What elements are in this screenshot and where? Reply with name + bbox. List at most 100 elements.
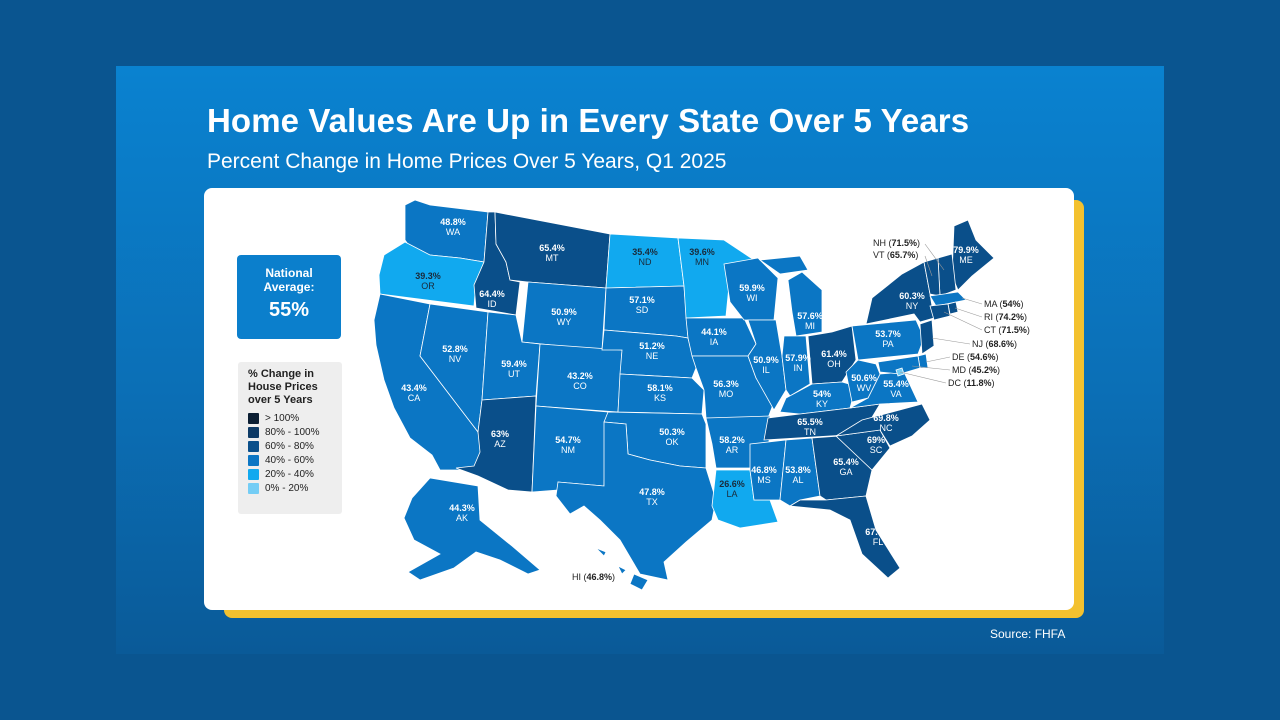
state-label-sd: 57.1% SD xyxy=(629,295,655,315)
legend-label: 0% - 20% xyxy=(265,483,309,494)
state-abbr: LA xyxy=(726,489,737,499)
state-abbr: HI ( xyxy=(572,572,587,582)
state-label-ia: 44.1% IA xyxy=(701,327,727,347)
state-label-va: 55.4% VA xyxy=(883,379,909,399)
legend-swatch xyxy=(248,441,259,452)
state-label-mn: 39.6% MN xyxy=(689,247,715,267)
state-abbr: IN xyxy=(794,363,803,373)
state-abbr: MT xyxy=(546,253,559,263)
state-label-nh: NH (71.5%) xyxy=(873,238,920,248)
state-label-ks: 58.1% KS xyxy=(647,383,673,403)
paren-close: ) xyxy=(1021,299,1024,309)
state-label-ok: 50.3% OK xyxy=(659,427,685,447)
state-label-nm: 54.7% NM xyxy=(555,435,581,455)
state-abbr: GA xyxy=(839,467,852,477)
state-pct: 54.6% xyxy=(970,352,996,362)
state-abbr: VT ( xyxy=(873,250,890,260)
state-abbr: KY xyxy=(816,399,828,409)
state-pct: 44.3% xyxy=(449,503,475,513)
state-pct: 65.7% xyxy=(890,250,916,260)
state-label-wv: 50.6% WV xyxy=(851,373,877,393)
state-abbr: AL xyxy=(792,475,803,485)
state-label-md: MD (45.2%) xyxy=(952,365,1000,375)
state-nc xyxy=(835,403,931,447)
state-nj xyxy=(919,319,935,355)
state-abbr: DC ( xyxy=(948,378,967,388)
state-pct: 50.9% xyxy=(753,355,779,365)
state-label-vt: VT (65.7%) xyxy=(873,250,918,260)
state-abbr: CA xyxy=(408,393,421,403)
national-average-label-line2: Average: xyxy=(263,280,315,294)
state-abbr: NV xyxy=(449,354,462,364)
leader-line-vt xyxy=(924,255,933,277)
state-pct: 26.6% xyxy=(719,479,745,489)
state-pct: 61.4% xyxy=(821,349,847,359)
state-label-ky: 54% KY xyxy=(813,389,831,409)
state-pct: 35.4% xyxy=(632,247,658,257)
state-abbr: WY xyxy=(557,317,572,327)
state-abbr: MD ( xyxy=(952,365,972,375)
state-pct: 69% xyxy=(867,435,885,445)
state-pct: 65.5% xyxy=(797,417,823,427)
state-ia xyxy=(685,317,757,357)
state-pct: 53.8% xyxy=(785,465,811,475)
state-abbr: WI xyxy=(747,293,758,303)
state-label-il: 50.9% IL xyxy=(753,355,779,375)
state-label-me: 79.9% ME xyxy=(953,245,979,265)
state-mn xyxy=(677,237,755,319)
state-abbr: CO xyxy=(573,381,587,391)
state-fl xyxy=(788,495,901,579)
state-label-nc: 69.8% NC xyxy=(873,413,899,433)
legend-swatch xyxy=(248,455,259,466)
state-label-pa: 53.7% PA xyxy=(875,329,901,349)
state-label-dc: DC (11.8%) xyxy=(948,378,995,388)
paren-close: ) xyxy=(1014,339,1017,349)
paren-close: ) xyxy=(1027,325,1030,335)
state-abbr: NC xyxy=(880,423,893,433)
legend-item: 60% - 80% xyxy=(248,441,332,452)
state-pa xyxy=(851,319,925,361)
state-pct: 39.3% xyxy=(415,271,441,281)
state-pct: 74.2% xyxy=(999,312,1025,322)
state-mi xyxy=(758,255,823,337)
state-pct: 63% xyxy=(491,429,509,439)
state-abbr: PA xyxy=(882,339,893,349)
legend-label: > 100% xyxy=(265,413,300,424)
state-label-ct: CT (71.5%) xyxy=(984,325,1030,335)
state-pct: 69.8% xyxy=(873,413,899,423)
state-pct: 50.3% xyxy=(659,427,685,437)
state-abbr: UT xyxy=(508,369,520,379)
state-label-ne: 51.2% NE xyxy=(639,341,665,361)
state-abbr: VA xyxy=(890,389,901,399)
state-pct: 44.1% xyxy=(701,327,727,337)
legend-label: 80% - 100% xyxy=(265,427,320,438)
state-ks xyxy=(617,373,705,415)
state-label-la: 26.6% LA xyxy=(719,479,745,499)
state-abbr: ND xyxy=(639,257,652,267)
state-abbr: AK xyxy=(456,513,468,523)
legend-swatch xyxy=(248,483,259,494)
leader-line-ma xyxy=(961,297,983,305)
state-pct: 68.6% xyxy=(989,339,1015,349)
state-abbr: SD xyxy=(636,305,649,315)
state-abbr: AZ xyxy=(494,439,506,449)
state-hi xyxy=(595,547,649,591)
legend: % Change in House Prices over 5 Years > … xyxy=(238,362,342,514)
legend-title-line1: % Change in xyxy=(248,368,315,380)
state-pct: 54.7% xyxy=(555,435,581,445)
state-label-ga: 65.4% GA xyxy=(833,457,859,477)
state-pct: 45.2% xyxy=(972,365,998,375)
state-pct: 67.6% xyxy=(865,527,891,537)
state-label-in: 57.9% IN xyxy=(785,353,811,373)
state-abbr: MO xyxy=(719,389,734,399)
state-ma xyxy=(929,291,967,307)
paren-close: ) xyxy=(917,238,920,248)
page-subtitle: Percent Change in Home Prices Over 5 Yea… xyxy=(207,150,727,173)
state-pct: 71.5% xyxy=(1001,325,1027,335)
legend-swatch xyxy=(248,427,259,438)
paren-close: ) xyxy=(612,572,615,582)
legend-item: 20% - 40% xyxy=(248,469,332,480)
state-abbr: FL xyxy=(873,537,884,547)
state-pct: 58.1% xyxy=(647,383,673,393)
leader-line-ri xyxy=(954,307,983,318)
